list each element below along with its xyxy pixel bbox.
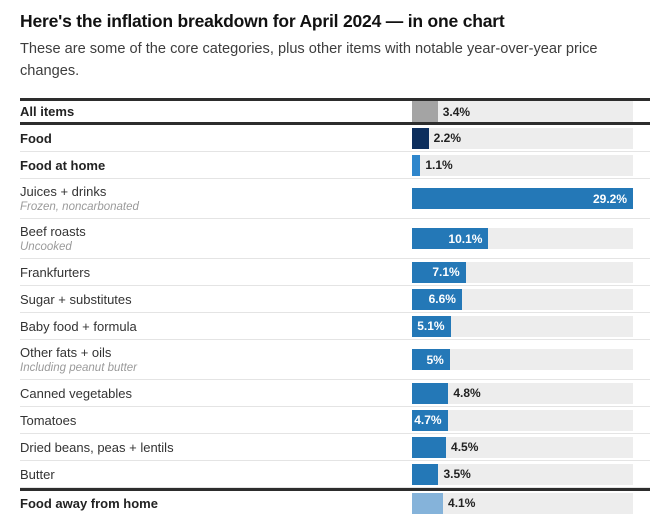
chart-row: Food away from home 4.1% xyxy=(20,488,650,515)
bar: 5% xyxy=(412,349,450,370)
category-label: Tomatoes xyxy=(20,412,77,428)
category-label-cell: Canned vegetables xyxy=(20,386,412,401)
bar-track: 29.2% xyxy=(412,188,633,209)
category-label-cell: Baby food + formula xyxy=(20,319,412,334)
chart-row: Canned vegetables 4.8% xyxy=(20,380,650,407)
category-label: Food at home xyxy=(20,157,106,173)
chart-row: Dried beans, peas + lentils 4.5% xyxy=(20,434,650,461)
category-label-cell: Butter xyxy=(20,467,412,482)
bar-track: 5.1% xyxy=(412,315,633,337)
chart-row: Frankfurters 7.1% xyxy=(20,259,650,286)
category-label: Juices + drinks xyxy=(20,183,107,199)
category-label: Dried beans, peas + lentils xyxy=(20,439,174,455)
chart-row: Juices + drinks Frozen, noncarbonated 29.2… xyxy=(20,179,650,219)
bar xyxy=(412,436,447,458)
bar xyxy=(412,154,421,176)
category-label-cell: Juices + drinks Frozen, noncarbonated xyxy=(20,184,412,214)
chart-row: Other fats + oils Including peanut butter… xyxy=(20,340,650,380)
bar-value-label: 10.1% xyxy=(448,231,483,246)
bar-track: 7.1% xyxy=(412,261,633,283)
bar-track: 4.7% xyxy=(412,409,633,431)
bar: 7.1% xyxy=(412,261,466,283)
category-label: Food away from home xyxy=(20,495,158,511)
bar xyxy=(412,492,444,514)
category-label: Canned vegetables xyxy=(20,385,133,401)
bar-value-label: 4.8% xyxy=(453,386,481,400)
category-label-cell: Food away from home xyxy=(20,496,412,511)
bar-track: 6.6% xyxy=(412,288,633,310)
bar xyxy=(412,127,429,149)
bar-track: 2.2% xyxy=(412,127,633,149)
category-sublabel: Uncooked xyxy=(20,240,72,253)
chart-row: Butter 3.5% xyxy=(20,461,650,488)
bar-track: 10.1% xyxy=(412,228,633,249)
page-subtitle: These are some of the core categories, p… xyxy=(20,41,598,79)
chart-row: Food at home 1.1% xyxy=(20,152,650,179)
chart-row: Tomatoes 4.7% xyxy=(20,407,650,434)
category-label-cell: Tomatoes xyxy=(20,413,412,428)
chart-row: Food 2.2% xyxy=(20,125,650,152)
bar: 5.1% xyxy=(412,315,451,337)
category-label: Other fats + oils xyxy=(20,344,112,360)
bar-value-label: 29.2% xyxy=(592,191,627,206)
category-label-cell: Sugar + substitutes xyxy=(20,292,412,307)
bar-value-label: 4.5% xyxy=(451,440,479,454)
category-label: Sugar + substitutes xyxy=(20,291,132,307)
bar-value-label: 6.6% xyxy=(428,292,456,306)
chart-row: Beef roasts Uncooked 10.1% xyxy=(20,219,650,259)
bar: 29.2% xyxy=(412,188,633,209)
bar-track: 4.1% xyxy=(412,492,633,514)
inflation-bar-chart: All items 3.4% Food 2.2% Food at home 1.1% Jui… xyxy=(20,98,650,515)
category-label: Food xyxy=(20,130,52,146)
category-sublabel: Including peanut butter xyxy=(20,361,138,374)
bar: 10.1% xyxy=(412,228,489,249)
bar-value-label: 4.1% xyxy=(448,496,476,510)
category-label-cell: Beef roasts Uncooked xyxy=(20,224,412,254)
category-label: Butter xyxy=(20,466,55,482)
category-label-cell: Dried beans, peas + lentils xyxy=(20,440,412,455)
bar-value-label: 3.4% xyxy=(442,104,471,119)
category-label: Baby food + formula xyxy=(20,318,137,334)
bar-track: 3.4% xyxy=(412,101,633,122)
bar-track: 3.5% xyxy=(412,463,633,485)
bar-value-label: 1.1% xyxy=(425,158,453,172)
bar xyxy=(412,463,439,485)
bar-value-label: 5.1% xyxy=(417,319,445,333)
bar-track: 5% xyxy=(412,349,633,370)
bar-value-label: 4.7% xyxy=(414,413,442,427)
category-label-cell: Food at home xyxy=(20,158,412,173)
bar-track: 4.8% xyxy=(412,382,633,404)
category-label: Beef roasts xyxy=(20,223,86,239)
category-label-cell: Food xyxy=(20,131,412,146)
bar-track: 4.5% xyxy=(412,436,633,458)
category-label-cell: Other fats + oils Including peanut butter xyxy=(20,345,412,375)
bar-track: 1.1% xyxy=(412,154,633,176)
chart-row: Baby food + formula 5.1% xyxy=(20,313,650,340)
category-label-cell: All items xyxy=(20,104,412,119)
bar-value-label: 5% xyxy=(426,352,444,367)
chart-row: All items 3.4% xyxy=(20,98,650,125)
category-label: Frankfurters xyxy=(20,264,91,280)
bar-value-label: 3.5% xyxy=(443,467,471,481)
bar: 4.7% xyxy=(412,409,448,431)
bar-value-label: 2.2% xyxy=(433,131,461,145)
category-sublabel: Frozen, noncarbonated xyxy=(20,200,139,213)
bar-value-label: 7.1% xyxy=(432,265,460,279)
chart-row: Sugar + substitutes 6.6% xyxy=(20,286,650,313)
page-title: Here's the inflation breakdown for April… xyxy=(20,11,505,31)
bar: 6.6% xyxy=(412,288,462,310)
bar xyxy=(412,382,449,404)
category-label-cell: Frankfurters xyxy=(20,265,412,280)
category-label: All items xyxy=(20,104,75,119)
bar xyxy=(412,101,438,122)
